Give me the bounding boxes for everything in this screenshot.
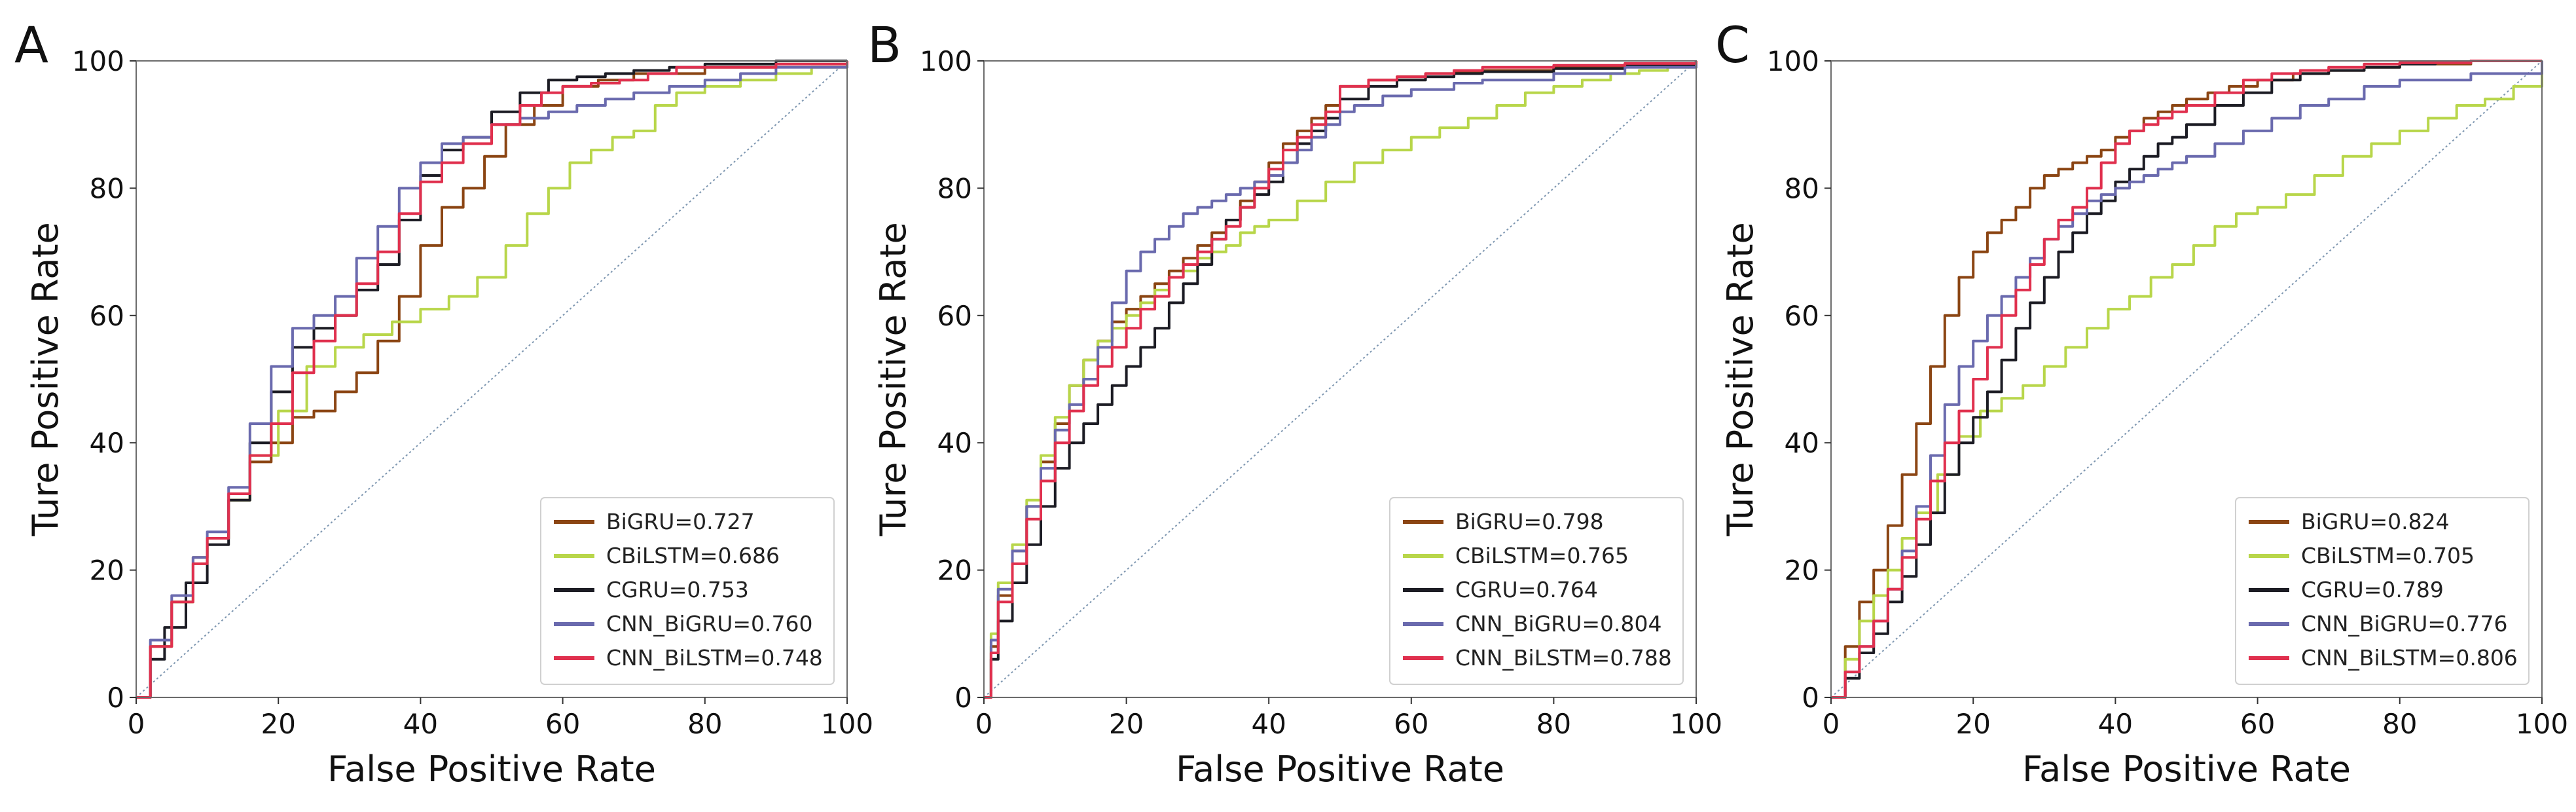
roc-panel-b: B 0 20 40 60 80 100 0 20 40 60 80 100 False Positive … bbox=[867, 16, 1722, 790]
x-tick-label: 80 bbox=[2382, 708, 2417, 740]
x-tick-label: 20 bbox=[1955, 708, 1990, 740]
y-tick-label: 0 bbox=[107, 682, 124, 714]
series-group bbox=[984, 61, 1697, 699]
panel-letter: A bbox=[14, 16, 48, 74]
x-tick-label: 20 bbox=[261, 708, 295, 740]
roc-curve-cnn-bilstm bbox=[136, 61, 848, 699]
x-axis-label: False Positive Rate bbox=[2022, 748, 2351, 790]
legend: BiGRU=0.798 CBiLSTM=0.765 CGRU=0.764 CNN_Bi… bbox=[1389, 497, 1684, 685]
y-tick-label: 100 bbox=[920, 45, 972, 77]
diagonal-reference-line bbox=[1830, 60, 2543, 698]
x-tick-label: 40 bbox=[1251, 708, 1286, 740]
y-axis-label: Ture Positive Rate bbox=[873, 222, 914, 537]
y-tick-label: 80 bbox=[1785, 172, 1819, 204]
series-group bbox=[136, 60, 848, 699]
x-tick-label: 100 bbox=[821, 708, 873, 740]
y-tick-label: 80 bbox=[937, 172, 972, 204]
roc-curve-cgru bbox=[1831, 60, 2542, 699]
x-tick-label: 100 bbox=[1670, 708, 1722, 740]
legend-entry: BiGRU=0.727 bbox=[606, 509, 755, 534]
roc-panel-a: A 0 20 40 60 80 100 0 20 40 60 80 100 False Positive … bbox=[14, 16, 873, 790]
legend-entry: CBiLSTM=0.705 bbox=[2301, 543, 2475, 568]
legend-entry: CBiLSTM=0.686 bbox=[606, 543, 780, 568]
x-tick-label: 20 bbox=[1109, 708, 1144, 740]
y-tick-label: 20 bbox=[90, 555, 124, 587]
plot-frame bbox=[983, 60, 1697, 698]
legend-entry: BiGRU=0.798 bbox=[1455, 509, 1604, 534]
legend: BiGRU=0.824 CBiLSTM=0.705 CGRU=0.789 CNN_Bi… bbox=[2235, 497, 2530, 685]
x-axis-label: False Positive Rate bbox=[327, 748, 656, 790]
legend-entry: CGRU=0.789 bbox=[2301, 577, 2444, 602]
y-tick-label: 0 bbox=[954, 682, 972, 714]
panel-letter: B bbox=[867, 16, 901, 74]
legend-entry: CNN_BiGRU=0.760 bbox=[606, 611, 813, 637]
legend-box bbox=[2235, 497, 2530, 685]
roc-curve-cnn-bilstm bbox=[1831, 60, 2542, 699]
x-tick-label: 0 bbox=[128, 708, 145, 740]
legend-entry: CNN_BiGRU=0.804 bbox=[1455, 611, 1662, 637]
legend: BiGRU=0.727 CBiLSTM=0.686 CGRU=0.753 CNN_Bi… bbox=[540, 497, 835, 685]
y-tick-label: 100 bbox=[72, 45, 124, 77]
y-tick-label: 20 bbox=[937, 555, 972, 587]
panel-letter: C bbox=[1715, 16, 1750, 74]
legend-entry: CNN_BiLSTM=0.806 bbox=[2301, 645, 2518, 671]
roc-curve-cbilstm bbox=[984, 61, 1697, 699]
y-tick-label: 60 bbox=[90, 300, 124, 332]
x-tick-label: 80 bbox=[1536, 708, 1571, 740]
x-tick-label: 60 bbox=[2240, 708, 2275, 740]
y-tick-label: 60 bbox=[1785, 300, 1819, 332]
legend-entry: BiGRU=0.824 bbox=[2301, 509, 2450, 534]
legend-entry: CNN_BiGRU=0.776 bbox=[2301, 611, 2508, 637]
y-axis-label: Ture Positive Rate bbox=[25, 222, 66, 537]
y-tick-label: 60 bbox=[937, 300, 972, 332]
y-tick-label: 20 bbox=[1785, 555, 1819, 587]
y-tick-label: 40 bbox=[90, 427, 124, 459]
series-group bbox=[1831, 60, 2543, 699]
x-tick-label: 0 bbox=[975, 708, 993, 740]
legend-entry: CNN_BiLSTM=0.748 bbox=[606, 645, 823, 671]
roc-curve-cnn-bilstm bbox=[984, 61, 1697, 699]
y-axis-label: Ture Positive Rate bbox=[1720, 222, 1761, 537]
x-tick-label: 40 bbox=[2098, 708, 2133, 740]
legend-entry: CGRU=0.764 bbox=[1455, 577, 1598, 602]
diagonal-reference-line bbox=[136, 60, 848, 698]
legend-entry: CGRU=0.753 bbox=[606, 577, 749, 602]
x-axis-label: False Positive Rate bbox=[1176, 748, 1504, 790]
legend-box bbox=[1389, 497, 1684, 685]
x-tick-label: 60 bbox=[545, 708, 580, 740]
diagonal-reference-line bbox=[983, 60, 1697, 698]
y-tick-label: 40 bbox=[937, 427, 972, 459]
plot-frame bbox=[1830, 60, 2543, 698]
roc-curve-cbilstm bbox=[1831, 61, 2543, 699]
x-tick-label: 60 bbox=[1394, 708, 1428, 740]
legend-entry: CBiLSTM=0.765 bbox=[1455, 543, 1629, 568]
y-tick-label: 40 bbox=[1785, 427, 1819, 459]
y-tick-label: 0 bbox=[1802, 682, 1819, 714]
legend-box bbox=[540, 497, 835, 685]
x-tick-label: 80 bbox=[687, 708, 722, 740]
plot-frame bbox=[136, 60, 848, 698]
x-tick-label: 40 bbox=[403, 708, 438, 740]
roc-panel-c: C 0 20 40 60 80 100 0 20 40 60 80 100 False Positive … bbox=[1715, 16, 2568, 790]
y-tick-label: 100 bbox=[1767, 45, 1819, 77]
legend-entry: CNN_BiLSTM=0.788 bbox=[1455, 645, 1672, 671]
x-tick-label: 0 bbox=[1823, 708, 1840, 740]
y-tick-label: 80 bbox=[90, 172, 124, 204]
x-tick-label: 100 bbox=[2516, 708, 2568, 740]
